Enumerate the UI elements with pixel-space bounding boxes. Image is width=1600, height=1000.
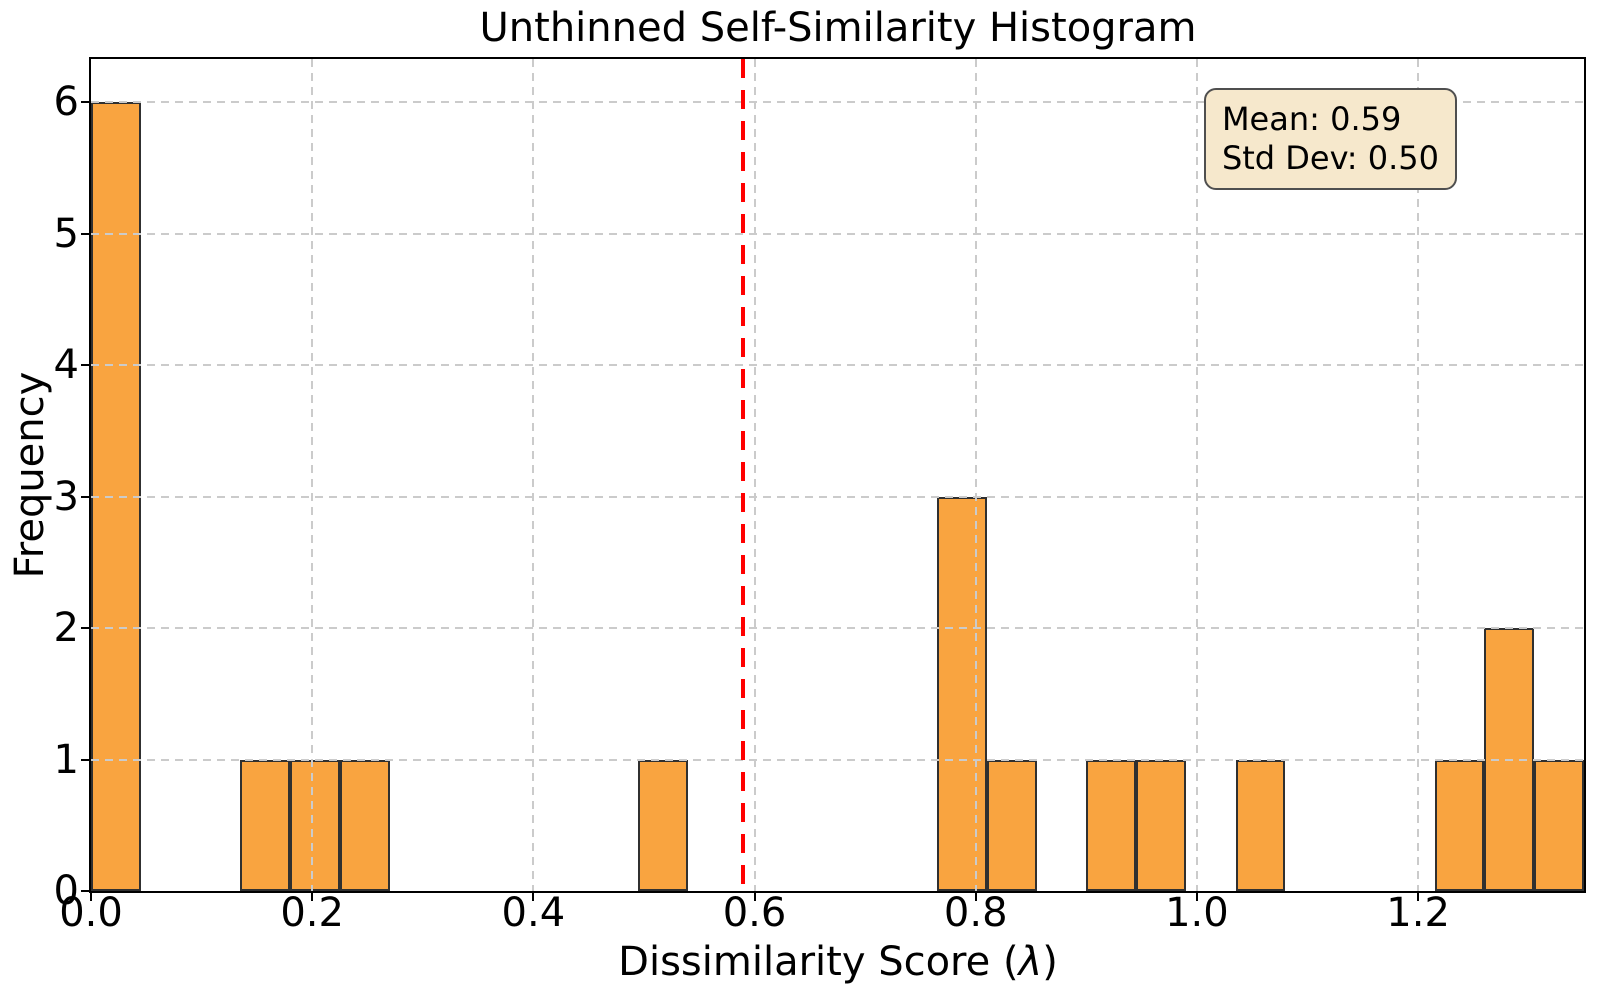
y-tick-mark (81, 495, 91, 498)
histogram-bar (986, 759, 1037, 891)
x-tick-label: 0.4 (501, 890, 566, 936)
histogram-bar (638, 759, 689, 891)
histogram-bar (1534, 759, 1584, 891)
x-axis-ticks: 0.0 0.2 0.4 0.6 0.8 1.0 1.2 (59, 59, 1584, 933)
y-tick-mark (81, 364, 91, 367)
y-tick-mark (81, 758, 91, 761)
x-tick-mark (753, 891, 756, 901)
y-tick-mark (81, 101, 91, 104)
x-tick-label: 0.0 (59, 890, 123, 936)
y-tick-mark (81, 890, 91, 892)
histogram-bar (339, 759, 390, 891)
y-tick-label: 2 (53, 605, 79, 652)
x-tick-label: 0.6 (722, 890, 787, 936)
stats-annotation-box: Mean: 0.59 Std Dev: 0.50 (1203, 88, 1457, 191)
chart-title: Unthinned Self-Similarity Histogram (479, 5, 1197, 51)
x-tick-mark (311, 891, 314, 901)
histogram-bar (1235, 759, 1286, 891)
x-tick-label: 1.0 (1165, 890, 1229, 936)
y-tick-label: 1 (53, 736, 79, 783)
y-tick-label: 0 (53, 868, 79, 914)
y-axis-ticks: 0 1 2 3 4 5 6 (54, 59, 1584, 911)
x-tick-mark (974, 891, 977, 901)
mean-stat-line: Mean: 0.59 (1221, 100, 1402, 138)
x-tick-mark (90, 891, 92, 901)
y-tick-label: 5 (53, 210, 79, 257)
y-tick-mark (81, 232, 91, 235)
y-axis-label: Frequency (7, 371, 53, 579)
x-tick-label: 0.8 (943, 890, 1008, 936)
x-axis-label-close: ) (1042, 939, 1058, 985)
y-tick-label: 4 (53, 342, 79, 389)
plot-area: 0.0 0.2 0.4 0.6 0.8 1.0 1.2 0 1 2 3 4 5 6 Mean: 0.59… (54, 57, 1586, 933)
histogram-bar (1086, 759, 1137, 891)
bars-layer (91, 59, 1584, 891)
histogram-bar (937, 496, 987, 891)
y-tick-label: 6 (53, 79, 79, 126)
histogram-bar (290, 759, 340, 891)
x-tick-mark (1417, 891, 1420, 901)
histogram-bar (1434, 759, 1485, 891)
y-tick-mark (81, 627, 91, 630)
lambda-symbol: λ (1018, 939, 1043, 985)
x-tick-mark (532, 891, 535, 901)
x-axis-label-text: Dissimilarity Score ( (618, 939, 1019, 985)
y-tick-label: 3 (53, 473, 79, 520)
stddev-stat-line: Std Dev: 0.50 (1221, 139, 1439, 178)
x-tick-label: 0.2 (280, 890, 344, 936)
histogram-bar (1136, 759, 1186, 891)
histogram-bar (240, 759, 291, 891)
x-axis-label: Dissimilarity Score (λ) (618, 942, 1058, 982)
mean-line (741, 59, 746, 891)
x-tick-mark (1195, 891, 1198, 901)
x-tick-label: 1.2 (1386, 890, 1450, 936)
